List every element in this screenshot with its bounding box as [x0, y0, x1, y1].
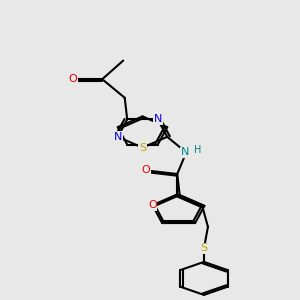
Text: N: N: [154, 114, 162, 124]
Text: O: O: [148, 200, 157, 210]
Text: N: N: [114, 132, 122, 142]
Text: N: N: [181, 147, 189, 158]
Text: O: O: [69, 74, 78, 84]
Text: S: S: [200, 243, 208, 254]
Text: H: H: [194, 145, 201, 155]
Text: S: S: [139, 142, 146, 153]
Text: O: O: [142, 165, 151, 176]
